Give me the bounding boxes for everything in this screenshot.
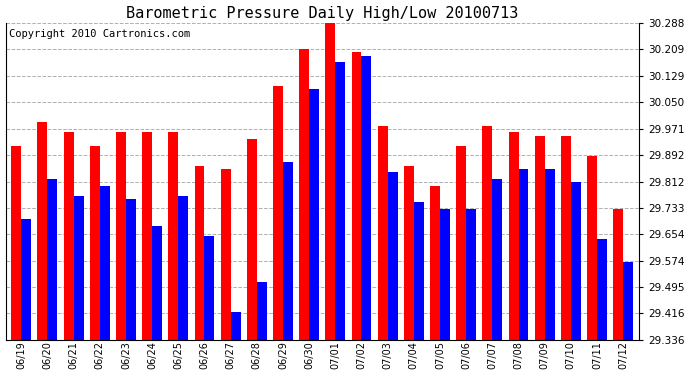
Bar [587,156,597,340]
Bar [309,89,319,340]
Bar [440,209,450,340]
Bar [351,53,362,340]
Bar [48,179,57,340]
Bar [11,146,21,340]
Bar [482,126,493,340]
Bar [335,62,345,340]
Bar [509,132,518,340]
Bar [168,132,178,340]
Bar [414,202,424,340]
Bar [430,186,440,340]
Bar [247,139,257,340]
Title: Barometric Pressure Daily High/Low 20100713: Barometric Pressure Daily High/Low 20100… [126,6,518,21]
Bar [326,22,335,340]
Bar [535,136,544,340]
Bar [518,169,529,340]
Bar [152,225,162,340]
Bar [257,282,267,340]
Bar [195,166,204,340]
Bar [126,199,136,340]
Bar [230,312,241,340]
Bar [273,86,283,340]
Bar [544,169,555,340]
Bar [388,172,397,340]
Bar [493,179,502,340]
Bar [90,146,100,340]
Bar [362,56,371,340]
Bar [21,219,31,340]
Bar [100,186,110,340]
Bar [613,209,623,340]
Bar [571,182,581,340]
Bar [561,136,571,340]
Bar [221,169,230,340]
Bar [63,132,74,340]
Bar [283,162,293,340]
Bar [597,239,607,340]
Bar [37,122,48,340]
Text: Copyright 2010 Cartronics.com: Copyright 2010 Cartronics.com [9,30,190,39]
Bar [299,49,309,340]
Bar [404,166,414,340]
Bar [142,132,152,340]
Bar [623,262,633,340]
Bar [116,132,126,340]
Bar [377,126,388,340]
Bar [456,146,466,340]
Bar [204,236,215,340]
Bar [178,196,188,340]
Bar [74,196,83,340]
Bar [466,209,476,340]
